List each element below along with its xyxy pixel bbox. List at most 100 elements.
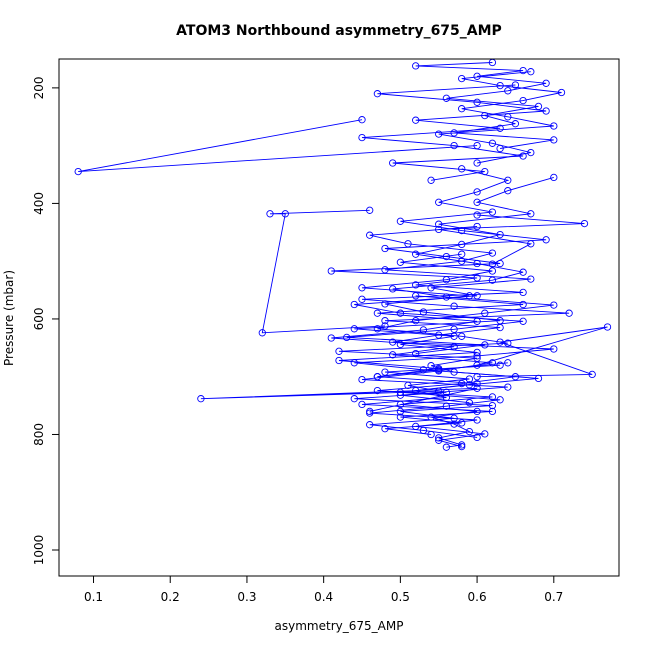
data-point	[473, 433, 481, 442]
data-point	[335, 356, 343, 365]
data-point	[527, 240, 535, 248]
data-point	[450, 414, 458, 422]
data-point	[381, 425, 389, 433]
data-point	[496, 230, 504, 239]
data-point	[496, 338, 504, 346]
data-point	[504, 187, 512, 195]
series-line	[346, 226, 531, 355]
data-point	[473, 407, 481, 416]
data-point	[496, 361, 504, 369]
data-point	[504, 339, 512, 347]
data-point	[396, 340, 405, 349]
data-point	[519, 96, 527, 105]
data-point	[435, 434, 443, 442]
data-point	[511, 81, 520, 89]
data-point	[527, 148, 535, 157]
data-point	[381, 317, 389, 325]
data-point	[396, 407, 405, 416]
data-point	[427, 176, 435, 184]
data-point	[419, 308, 428, 316]
data-point	[281, 210, 289, 218]
data-point	[550, 136, 558, 144]
data-point	[580, 219, 589, 228]
data-point	[542, 107, 550, 115]
data-point	[435, 366, 443, 374]
data-point	[412, 250, 420, 258]
data-point	[366, 206, 374, 214]
data-point	[373, 325, 382, 333]
data-point	[458, 442, 466, 451]
y-tick-label: 400	[32, 192, 46, 215]
data-point	[473, 198, 481, 206]
data-point	[481, 430, 489, 438]
x-axis-label: asymmetry_675_AMP	[275, 619, 404, 633]
data-point	[504, 176, 512, 184]
data-point	[350, 300, 358, 309]
data-point	[450, 302, 458, 310]
data-point	[557, 88, 566, 97]
data-point	[519, 152, 527, 160]
data-point	[588, 370, 596, 379]
data-point	[496, 124, 504, 132]
data-point	[335, 347, 343, 355]
x-tick-label: 0.1	[84, 590, 103, 604]
y-tick-label: 600	[32, 307, 46, 330]
data-point	[473, 159, 481, 167]
x-tick-label: 0.6	[468, 590, 487, 604]
data-point	[550, 345, 558, 353]
data-point	[481, 167, 489, 176]
data-point	[442, 94, 451, 102]
data-point	[343, 333, 351, 342]
x-tick-label: 0.4	[314, 590, 333, 604]
data-point	[473, 379, 481, 388]
data-point	[450, 332, 458, 340]
series-line	[354, 364, 501, 438]
data-point	[458, 257, 466, 265]
data-point	[458, 240, 466, 249]
data-point	[519, 300, 527, 309]
data-point	[465, 292, 474, 300]
data-point	[419, 426, 428, 435]
data-point	[519, 66, 527, 75]
data-point	[504, 87, 512, 95]
data-point	[442, 276, 451, 284]
data-point	[373, 373, 382, 381]
data-point	[450, 325, 458, 333]
data-point	[473, 416, 481, 424]
y-tick-label: 200	[32, 76, 46, 99]
data-point	[442, 388, 451, 396]
data-point	[458, 105, 466, 113]
data-point	[496, 396, 504, 404]
data-point	[366, 231, 374, 239]
data-point	[527, 275, 535, 283]
data-point	[381, 368, 389, 376]
data-point	[450, 343, 458, 351]
data-point	[412, 116, 420, 124]
data-point	[373, 309, 382, 317]
data-point	[366, 421, 374, 429]
data-point	[458, 332, 466, 340]
data-point	[473, 259, 481, 268]
data-point	[504, 383, 512, 391]
data-point	[481, 341, 489, 349]
data-point	[473, 373, 481, 381]
y-axis-label: Pressure (mbar)	[2, 270, 16, 366]
data-point	[396, 309, 405, 317]
data-point	[550, 173, 558, 182]
plot-data-layer	[74, 58, 612, 451]
data-point	[435, 436, 443, 444]
data-point	[519, 268, 527, 276]
data-point	[458, 250, 466, 258]
data-point	[412, 62, 420, 70]
data-point	[419, 326, 428, 334]
data-point	[381, 300, 389, 308]
data-point	[412, 281, 420, 289]
chart-title: ATOM3 Northbound asymmetry_675_AMP	[176, 23, 502, 39]
data-point	[197, 395, 205, 403]
series-line	[438, 71, 562, 164]
data-point	[488, 393, 497, 401]
data-point	[488, 401, 497, 410]
data-point	[327, 334, 335, 342]
series-line	[361, 84, 547, 181]
data-point	[565, 309, 573, 317]
